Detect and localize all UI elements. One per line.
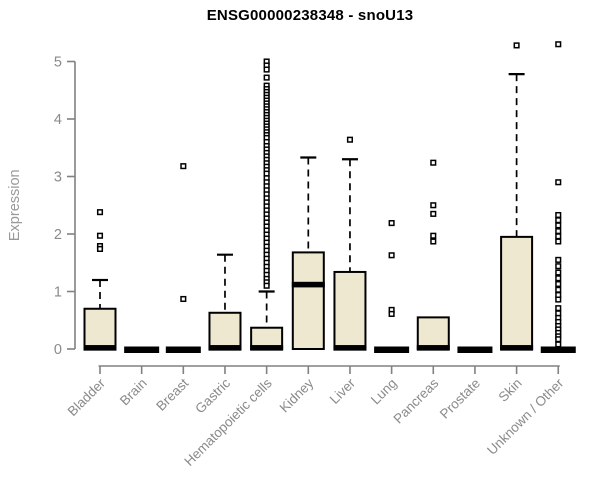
x-tick-label-kidney: Kidney <box>277 375 317 415</box>
x-tick-label-prostate: Prostate <box>437 376 483 422</box>
x-tick-label-lung: Lung <box>368 376 400 408</box>
y-axis-label: Expression <box>7 169 23 241</box>
outlier-point-skin <box>513 42 520 49</box>
x-tick-label-bladder: Bladder <box>65 375 109 419</box>
box-kidney <box>291 251 325 350</box>
outlier-point-pancreas <box>430 159 437 166</box>
chart-title: ENSG00000238348 - snoU13 <box>206 7 414 24</box>
y-tick-label-5: 5 <box>54 55 62 71</box>
box-pancreas <box>416 316 450 350</box>
x-tick-label-breast: Breast <box>153 375 191 413</box>
box-liver <box>333 270 367 351</box>
outlier-point-breast <box>180 295 187 303</box>
flat-box-brain <box>124 346 160 353</box>
flat-box-lung <box>374 346 410 353</box>
outlier-point-hematopoietic-cells <box>263 282 270 289</box>
outlier-point-unknown-other <box>555 238 562 245</box>
outlier-point-unknown-other <box>555 280 562 288</box>
flat-box-breast <box>165 346 201 353</box>
x-tick-label-skin: Skin <box>496 376 525 405</box>
outlier-point-unknown-other <box>555 41 562 48</box>
box-gastric <box>208 311 242 350</box>
outlier-point-unknown-other <box>555 263 562 270</box>
y-tick-label-1: 1 <box>54 285 62 301</box>
outlier-point-breast <box>180 163 187 170</box>
outlier-point-bladder <box>96 245 104 252</box>
outlier-point-unknown-other <box>555 341 562 348</box>
flat-box-prostate <box>457 346 493 353</box>
x-tick-label-unknown-other: Unknown / Other <box>484 375 567 458</box>
outlier-point-pancreas <box>430 232 437 239</box>
y-tick-label-3: 3 <box>54 170 62 186</box>
outlier-point-unknown-other <box>555 286 562 293</box>
box-bladder <box>83 307 117 350</box>
x-tick-label-pancreas: Pancreas <box>390 375 441 426</box>
x-tick-label-gastric: Gastric <box>192 375 233 416</box>
median-liver <box>333 345 367 351</box>
outlier-point-unknown-other <box>555 217 562 224</box>
outlier-point-unknown-other <box>555 228 562 235</box>
median-kidney <box>291 281 325 288</box>
outlier-point-lung <box>388 310 395 317</box>
x-tick-label-liver: Liver <box>327 375 359 407</box>
outlier-point-unknown-other <box>555 211 562 219</box>
outlier-point-unknown-other <box>555 233 562 240</box>
outlier-point-unknown-other <box>555 336 562 343</box>
outlier-point-unknown-other <box>555 222 562 229</box>
outlier-point-lung <box>388 220 395 227</box>
y-tick-label-4: 4 <box>54 112 62 128</box>
outlier-point-pancreas <box>430 238 437 245</box>
outlier-point-liver <box>346 136 354 143</box>
y-tick-label-2: 2 <box>54 227 62 243</box>
outlier-point-hematopoietic-cells <box>263 66 270 73</box>
median-gastric <box>208 345 242 351</box>
outlier-point-unknown-other <box>555 275 562 282</box>
outlier-point-hematopoietic-cells <box>263 74 270 81</box>
flat-box-unknown-other <box>540 346 576 353</box>
median-pancreas <box>416 345 450 351</box>
outlier-point-pancreas <box>430 210 437 217</box>
y-tick-label-0: 0 <box>54 342 62 358</box>
outlier-point-unknown-other <box>555 305 562 312</box>
outlier-point-unknown-other <box>555 296 562 303</box>
outlier-point-unknown-other <box>555 256 562 263</box>
outlier-point-unknown-other <box>555 179 562 186</box>
outlier-point-lung <box>388 252 395 259</box>
median-skin <box>500 345 534 351</box>
median-hematopoietic-cells <box>250 345 284 351</box>
outlier-point-bladder <box>96 232 104 239</box>
median-bladder <box>83 345 117 351</box>
outlier-point-pancreas <box>430 202 437 209</box>
outlier-point-bladder <box>96 209 104 216</box>
outlier-point-unknown-other <box>555 269 562 276</box>
x-tick-label-brain: Brain <box>117 376 150 409</box>
box-skin <box>500 235 534 350</box>
